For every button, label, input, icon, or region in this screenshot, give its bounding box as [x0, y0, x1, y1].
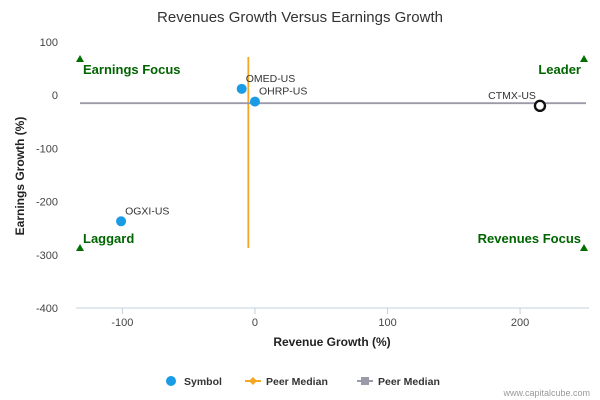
legend-label: Peer Median [266, 376, 328, 388]
y-tick-label: 0 [52, 90, 58, 102]
y-tick-label: 100 [40, 37, 58, 49]
data-point [249, 96, 260, 107]
quadrant-label: Laggard [83, 231, 134, 246]
legend-diamond-icon [249, 377, 257, 385]
x-tick-label: -100 [111, 317, 133, 329]
legend-label: Symbol [184, 376, 222, 388]
y-tick-label: -400 [36, 303, 58, 315]
legend-symbol-icon [166, 376, 176, 386]
data-point-label: OGXI-US [125, 205, 169, 217]
quadrant-marker-icon [76, 55, 84, 62]
chart-title: Revenues Growth Versus Earnings Growth [157, 9, 443, 26]
data-point [236, 83, 247, 94]
quadrant-label: Leader [538, 62, 581, 77]
y-tick-label: -200 [36, 197, 58, 209]
data-point-label: OMED-US [246, 73, 296, 85]
legend-square-icon [361, 377, 369, 385]
legend-label: Peer Median [378, 376, 440, 388]
x-tick-label: 200 [511, 317, 529, 329]
x-axis-label: Revenue Growth (%) [273, 335, 390, 349]
data-point-label: OHRP-US [259, 86, 307, 98]
y-tick-label: -100 [36, 143, 58, 155]
quadrant-marker-icon [76, 244, 84, 251]
x-tick-label: 0 [252, 317, 258, 329]
credit-text: www.capitalcube.com [502, 388, 590, 398]
y-tick-label: -300 [36, 250, 58, 262]
data-point [533, 99, 547, 113]
data-point-label: CTMX-US [488, 90, 536, 102]
data-point [116, 216, 127, 227]
quadrant-marker-icon [580, 244, 588, 251]
quadrant-marker-icon [580, 55, 588, 62]
quadrant-label: Revenues Focus [478, 231, 581, 246]
quadrant-label: Earnings Focus [83, 62, 181, 77]
y-axis-label: Earnings Growth (%) [13, 117, 27, 236]
x-tick-label: 100 [378, 317, 396, 329]
